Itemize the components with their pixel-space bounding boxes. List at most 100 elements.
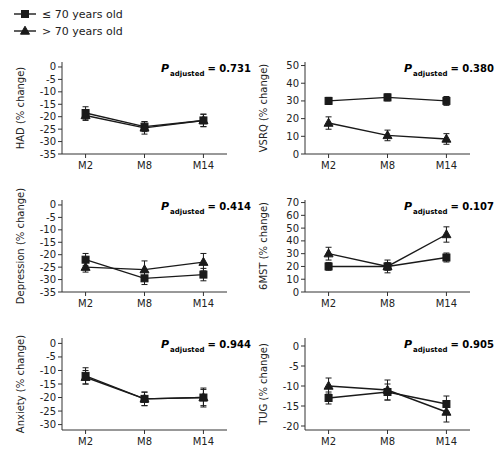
panel: -35-30-25-20-15-10-50M2M8M14HAD (% chang… [15,61,251,171]
point [383,262,392,270]
plot-area [81,253,208,284]
point [81,372,90,380]
y-tick [58,154,62,155]
point [200,271,207,278]
error-cap [200,407,206,408]
y-tick [301,83,305,84]
error-cap [385,260,391,261]
panel: -35-30-25-20-15-10-50M2M8M14Depression (… [15,188,251,309]
y-tick-label: -25 [40,406,56,417]
y-tick [301,292,305,293]
error-cap [200,270,206,271]
error-cap [326,116,332,117]
y-tick [58,411,62,412]
annotation: = 0.380 [450,63,494,74]
y-tick-label: -25 [40,262,56,273]
figure: -35-30-25-20-15-10-50M2M8M14HAD (% chang… [0,0,500,473]
y-tick-label: -30 [40,274,56,285]
y-tick-label: 40 [286,235,299,246]
series [81,370,208,407]
y-tick [301,215,305,216]
point [442,134,451,142]
error-cap [443,96,449,97]
annotation: P [404,338,412,351]
y-tick [301,228,305,229]
y-tick-label: -20 [283,421,299,432]
y-tick [58,91,62,92]
annotation: adjusted [170,70,204,78]
point [324,249,333,257]
y-tick [58,279,62,280]
y-tick [301,136,305,137]
y-tick-label: -25 [40,124,56,135]
point [81,262,90,270]
x-tick [446,292,447,296]
annotation: = 0.731 [207,63,251,74]
y-tick [301,202,305,203]
error-cap [443,242,449,243]
annotation: adjusted [413,346,447,354]
error-cap [443,261,449,262]
y-tick [58,141,62,142]
y-tick [58,292,62,293]
error-bar [326,263,332,271]
error-bar [326,97,332,104]
series-line [329,123,447,139]
error-cap [326,378,332,379]
x-tick-label: M8 [380,160,395,171]
annotation: P [161,62,169,75]
y-tick-label: -15 [40,99,56,110]
error-cap [142,392,148,393]
legend-label: > 70 years old [42,25,123,38]
annotation: P [161,200,169,213]
error-cap [443,105,449,106]
error-cap [83,253,89,254]
y-tick-label: -5 [46,74,56,85]
y-tick-label: -10 [40,86,56,97]
point [199,116,208,124]
y-tick-label: -20 [40,111,56,122]
error-cap [385,380,391,381]
error-cap [83,106,89,107]
y-tick [301,426,305,427]
x-tick-label: M2 [78,160,93,171]
point [443,254,450,261]
annotation: P [404,200,412,213]
y-tick-label: 0 [293,341,299,352]
point [383,131,392,139]
error-cap [142,278,148,279]
error-cap [326,260,332,261]
x-tick [85,292,86,296]
annotation: adjusted [413,70,447,78]
y-tick [58,384,62,385]
x-tick [387,154,388,158]
x-tick-label: M14 [436,436,457,447]
point [442,230,451,238]
plot-area [81,368,208,407]
y-tick [301,253,305,254]
y-tick [301,366,305,367]
annotation: adjusted [413,208,447,216]
y-tick [301,266,305,267]
y-axis-line [62,62,63,154]
error-cap [142,284,148,285]
x-tick-label: M2 [321,160,336,171]
annotation: = 0.944 [207,339,251,350]
error-cap [200,114,206,115]
x-tick-label: M8 [380,436,395,447]
y-tick [301,65,305,66]
x-tick [144,292,145,296]
series [324,227,451,273]
error-cap [200,126,206,127]
error-cap [83,384,89,385]
x-tick [446,430,447,434]
point [140,394,149,402]
error-cap [200,388,206,389]
x-tick-label: M14 [193,160,214,171]
y-tick-label: 60 [286,210,299,221]
point [324,381,333,389]
y-tick-label: -20 [40,392,56,403]
panel: -30-25-20-15-10-50M2M8M14Anxiety (% chan… [15,335,251,447]
point [442,407,451,415]
error-bar [443,97,449,106]
